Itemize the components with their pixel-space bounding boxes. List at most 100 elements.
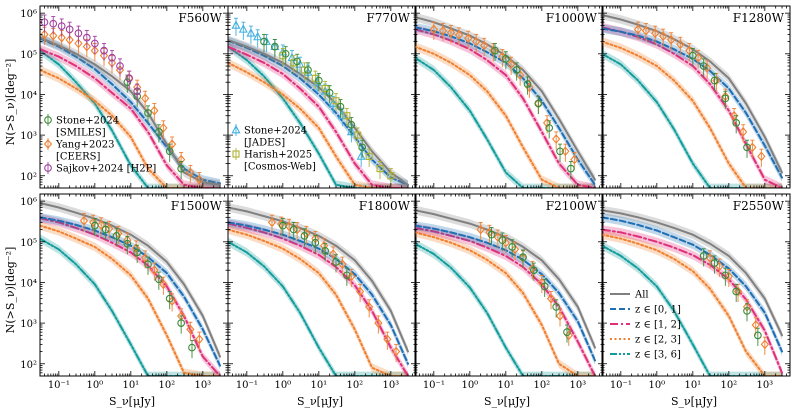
obs-point-sajkov24: [100, 46, 108, 55]
model-band-z36: [602, 241, 782, 376]
obs-point-stone24s: [347, 120, 356, 129]
obs-point-stone24s: [336, 102, 345, 111]
obs-point-yang23: [79, 215, 89, 226]
plot-area: [415, 205, 596, 376]
obs-point-yang23: [739, 127, 748, 137]
panel-f1500w: F1500W 10² 10³ 10⁴ 10⁵ 10⁶ 10⁻¹ 10⁰ 10¹ 10² 10³: [20, 193, 229, 391]
model-curve-z36: [415, 242, 596, 376]
obs-point-yang23: [150, 265, 159, 276]
x-tick-label: 10³: [382, 380, 399, 391]
obs-point-stone24s: [556, 147, 564, 156]
obs-point-yang23: [150, 105, 159, 116]
model-band-z36: [40, 234, 220, 376]
obs-point-yang23: [338, 259, 347, 270]
panel-f1800w: F1800W 10⁻¹ 10⁰ 10¹ 10² 10³: [227, 193, 417, 391]
obs-point-yang23: [633, 24, 643, 35]
obs-point-stone24s: [293, 57, 302, 66]
obs-point-stone24s: [278, 221, 287, 230]
obs-point-yang23: [570, 154, 579, 165]
legend-marker-stone24j: [231, 124, 241, 134]
y-axis-label-bottom: N(>S_ν)[deg⁻²]: [4, 247, 17, 334]
model-curve-z23: [40, 69, 221, 188]
obs-point-stone24s: [512, 66, 521, 74]
legend-label-z12: z ∈ [1, 2]: [635, 320, 681, 331]
obs-point-stone24s: [165, 147, 174, 156]
plot-area: [40, 14, 221, 188]
panel-frame: [414, 5, 604, 189]
x-tick-label: 10⁻¹: [48, 380, 70, 391]
obs-point-sajkov24: [133, 87, 142, 96]
x-tick-label: 10⁰: [461, 380, 478, 391]
legend-label-yang23: Yang+2023: [55, 140, 114, 151]
x-tick-label: 10⁰: [648, 380, 665, 391]
y-tick-label: 10⁴: [20, 278, 37, 289]
legend-marker-harish25: [232, 150, 240, 158]
obs-point-sajkov24: [57, 22, 66, 30]
obs-point-yang23: [82, 41, 91, 52]
obs-point-yang23: [760, 339, 769, 350]
obs-point-stone24s: [552, 303, 561, 311]
model-band-z01: [602, 213, 782, 356]
panel-title: F2100W: [546, 199, 598, 213]
obs-point-sajkov24: [125, 74, 134, 83]
obs-point-yang23: [65, 35, 74, 45]
panel-frame: [227, 5, 417, 189]
obs-point-stone24j: [295, 59, 305, 68]
model-band-z12: [228, 219, 408, 376]
obs-point-sajkov24: [65, 25, 74, 34]
obs-point-stone24s: [90, 221, 99, 230]
obs-point-yang23: [516, 70, 525, 80]
obs-point-yang23: [705, 253, 715, 263]
panel-title: F1000W: [546, 11, 598, 25]
obs-point-yang23: [365, 302, 374, 312]
obs-point-stone24s: [311, 238, 320, 247]
obs-point-harish25: [365, 152, 373, 160]
obs-point-yang23: [446, 27, 456, 38]
model-band-z36: [228, 42, 408, 188]
model-band-all: [40, 33, 220, 188]
obs-point-stone24s: [101, 225, 110, 234]
obs-point-stone24s: [154, 128, 163, 136]
obs-point-yang23: [186, 324, 195, 335]
legend-observations-1: Stone+2024[SMILES]Yang+2023[CEERS]Sajkov…: [43, 114, 156, 175]
obs-point-yang23: [546, 293, 556, 304]
y-tick-label: 10³: [20, 319, 37, 330]
x-axis-label-3: S_ν[μJy]: [484, 395, 530, 408]
obs-point-yang23: [641, 25, 651, 36]
obs-point-stone24s: [177, 319, 186, 327]
model-curve-z01: [602, 216, 783, 353]
x-tick-label: 10²: [720, 380, 737, 391]
obs-point-yang23: [329, 249, 338, 259]
obs-point-harish25: [376, 165, 384, 173]
obs-point-stone24s: [491, 46, 499, 55]
obs-point-yang23: [724, 271, 733, 282]
model-curve-all: [228, 206, 409, 353]
x-tick-label: 10³: [569, 380, 586, 391]
obs-point-stone24s: [710, 76, 719, 85]
obs-point-stone24s: [144, 109, 152, 117]
model-band-z12: [228, 42, 408, 188]
obs-point-yang23: [90, 45, 99, 56]
legend-marker-sajkov24: [44, 164, 52, 172]
obs-point-stone24s: [688, 51, 697, 60]
model-band-z23: [415, 42, 595, 188]
model-curve-z23: [602, 233, 783, 376]
panel-title: F770W: [366, 11, 410, 25]
obs-point-stone24s: [699, 62, 708, 70]
x-tick-label: 10³: [194, 380, 211, 391]
model-curve-z36: [40, 237, 221, 376]
model-curve-z23: [415, 231, 596, 376]
panel-title: F1800W: [359, 199, 411, 213]
legend-sublabel-stone24j: [JADES]: [244, 138, 285, 149]
model-curve-z36: [228, 45, 409, 188]
obs-point-yang23: [489, 45, 498, 56]
obs-point-harish25: [321, 84, 329, 93]
obs-point-stone24j: [328, 98, 338, 107]
obs-point-harish25: [387, 172, 395, 180]
model-band-z36: [415, 239, 595, 376]
legend-observations-2: Stone+2024[JADES]Harish+2025[Cosmos-Web]: [231, 124, 316, 173]
obs-point-stone24j: [356, 151, 366, 160]
plot-area: [415, 12, 596, 188]
obs-point-yang23: [186, 167, 195, 178]
